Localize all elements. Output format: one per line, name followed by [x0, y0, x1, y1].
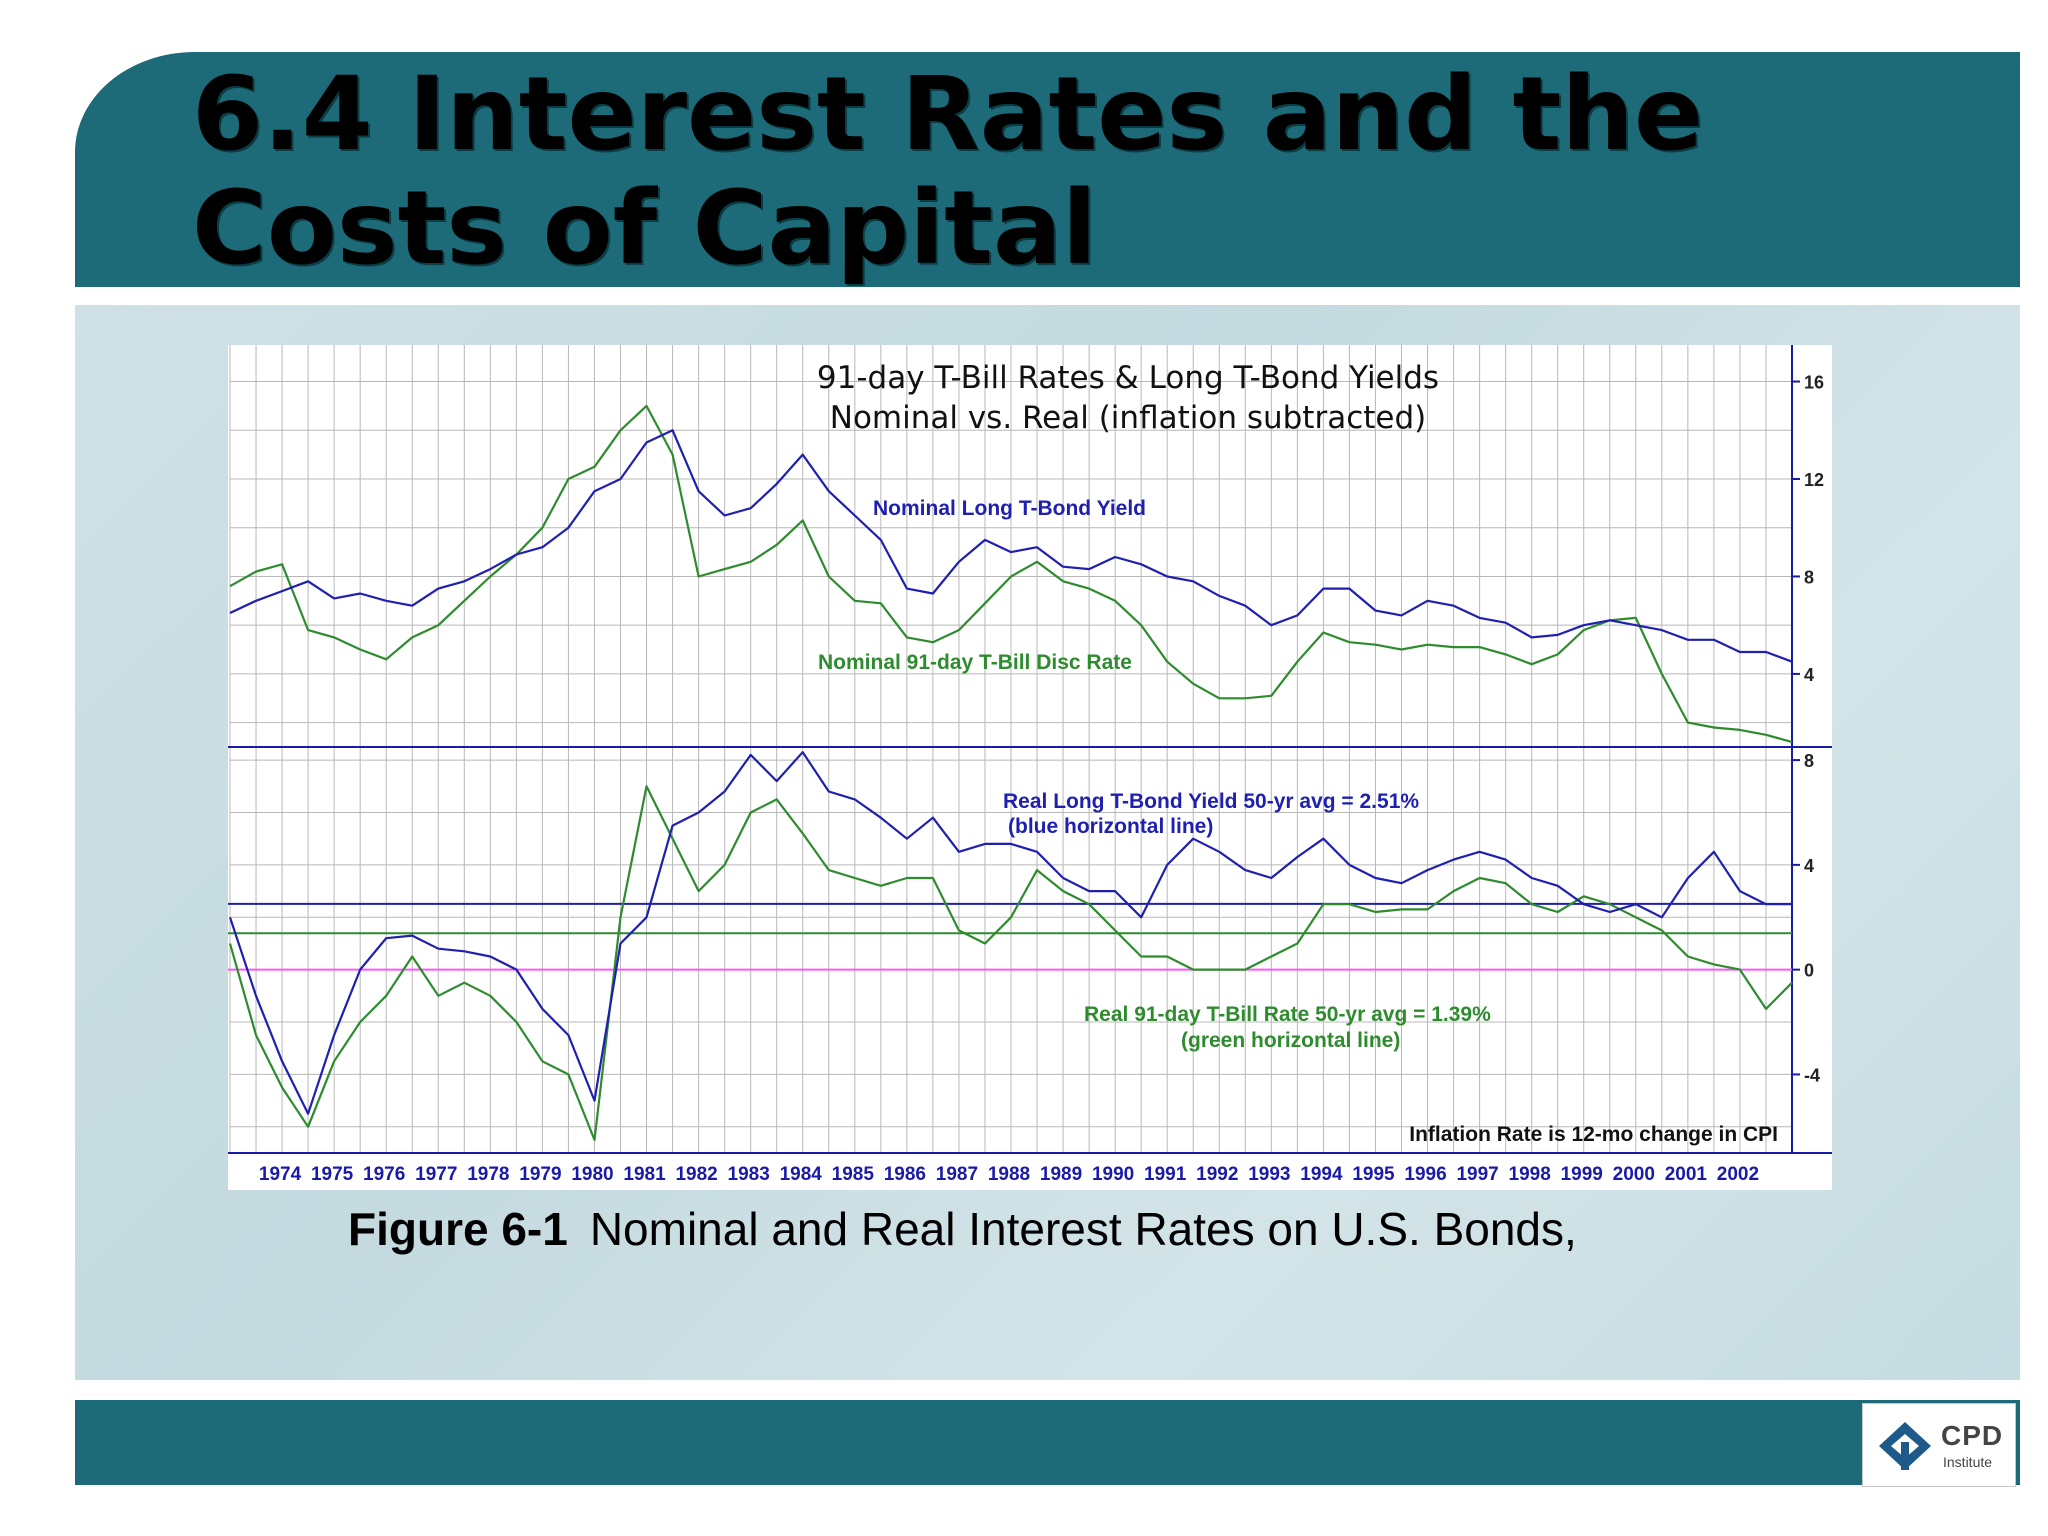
x-tick-label: 1974	[259, 1164, 302, 1185]
x-tick-label: 1975	[311, 1164, 354, 1185]
x-tick-label: 1994	[1300, 1164, 1343, 1185]
y-tick-label: 16	[1804, 373, 1824, 393]
x-tick-label: 1984	[780, 1164, 823, 1185]
x-tick-label: 1986	[884, 1164, 926, 1185]
x-tick-label: 1981	[623, 1164, 666, 1185]
cpd-logo-icon	[1879, 1422, 1931, 1470]
x-tick-label: 1976	[363, 1164, 405, 1185]
chart-footnote: Inflation Rate is 12-mo change in CPI	[1409, 1123, 1778, 1146]
x-tick-label: 1990	[1092, 1164, 1134, 1185]
series-real-tbill	[228, 785, 1793, 1142]
x-tick-label: 2001	[1665, 1164, 1708, 1185]
x-tick-label: 1985	[832, 1164, 875, 1185]
header-band	[75, 52, 2020, 287]
y-tick-label: 0	[1804, 961, 1814, 981]
x-tick-label: 1995	[1352, 1164, 1395, 1185]
logo-text: CPD	[1941, 1420, 2004, 1451]
series-nominal-tbond	[229, 429, 1793, 663]
x-tick-label: 1977	[415, 1164, 457, 1185]
x-tick-label: 1979	[519, 1164, 561, 1185]
x-tick-label: 1989	[1040, 1164, 1082, 1185]
label-real-tbill-avg: Real 91-day T-Bill Rate 50-yr avg = 1.39…	[1084, 1003, 1491, 1026]
footer-divider	[75, 1380, 2020, 1400]
interest-rate-chart: 4 8 12 16 -4 0 4 8 1974 1975 1976 1977 1978 1979 1980 1…	[228, 345, 1832, 1185]
label-real-tbill-avg-note: (green horizontal line)	[1181, 1029, 1400, 1052]
chart-title: 91-day T-Bill Rates & Long T-Bond Yields	[817, 360, 1439, 396]
x-tick-label: 1988	[988, 1164, 1030, 1185]
logo-subtext: Institute	[1943, 1454, 1993, 1470]
x-tick-label: 1982	[675, 1164, 717, 1185]
x-tick-label: 1992	[1196, 1164, 1238, 1185]
y-tick-label: 4	[1804, 665, 1814, 685]
figure-caption-text: Nominal and Real Interest Rates on U.S. …	[589, 1203, 1577, 1255]
figure-caption: Figure 6-1 Nominal and Real Interest Rate…	[348, 1202, 1577, 1256]
series-real-tbond	[228, 751, 1792, 1115]
x-tick-label: 1996	[1404, 1164, 1446, 1185]
x-tick-label: 1997	[1456, 1164, 1498, 1185]
chart-subtitle: Nominal vs. Real (inflation subtracted)	[830, 400, 1427, 436]
footer-band	[75, 1400, 2020, 1485]
y-tick-label: 8	[1804, 751, 1814, 771]
x-tick-label: 1980	[571, 1164, 613, 1185]
x-tick-label: 1987	[936, 1164, 978, 1185]
x-tick-label: 1983	[728, 1164, 770, 1185]
label-nominal-tbond: Nominal Long T-Bond Yield	[873, 497, 1146, 520]
slide-title: 6.4 Interest Rates and the Costs of Capi…	[192, 55, 1704, 288]
y-tick-label: -4	[1804, 1065, 1820, 1085]
x-tick-label: 1991	[1144, 1164, 1187, 1185]
header-divider	[75, 287, 2020, 305]
x-tick-label: 2002	[1717, 1164, 1759, 1185]
y-tick-label: 12	[1804, 470, 1824, 490]
y-tick-label: 4	[1804, 856, 1814, 876]
x-tick-label: 1999	[1561, 1164, 1603, 1185]
label-real-tbond-avg-note: (blue horizontal line)	[1008, 815, 1213, 838]
figure-caption-label: Figure 6-1	[348, 1203, 568, 1255]
label-real-tbond-avg: Real Long T-Bond Yield 50-yr avg = 2.51%	[1003, 790, 1419, 813]
x-tick-label: 1978	[467, 1164, 509, 1185]
x-tick-label: 1998	[1509, 1164, 1551, 1185]
chart-container: 4 8 12 16 -4 0 4 8 1974 1975 1976 1977 1978 1979 1980 1…	[228, 345, 1832, 1190]
cpd-logo: CPD Institute	[1862, 1403, 2016, 1487]
label-nominal-tbill: Nominal 91-day T-Bill Disc Rate	[818, 651, 1132, 674]
y-tick-label: 8	[1804, 567, 1814, 587]
series-nominal-tbill	[229, 404, 1793, 744]
x-tick-label: 1993	[1248, 1164, 1290, 1185]
x-tick-label: 2000	[1613, 1164, 1655, 1185]
